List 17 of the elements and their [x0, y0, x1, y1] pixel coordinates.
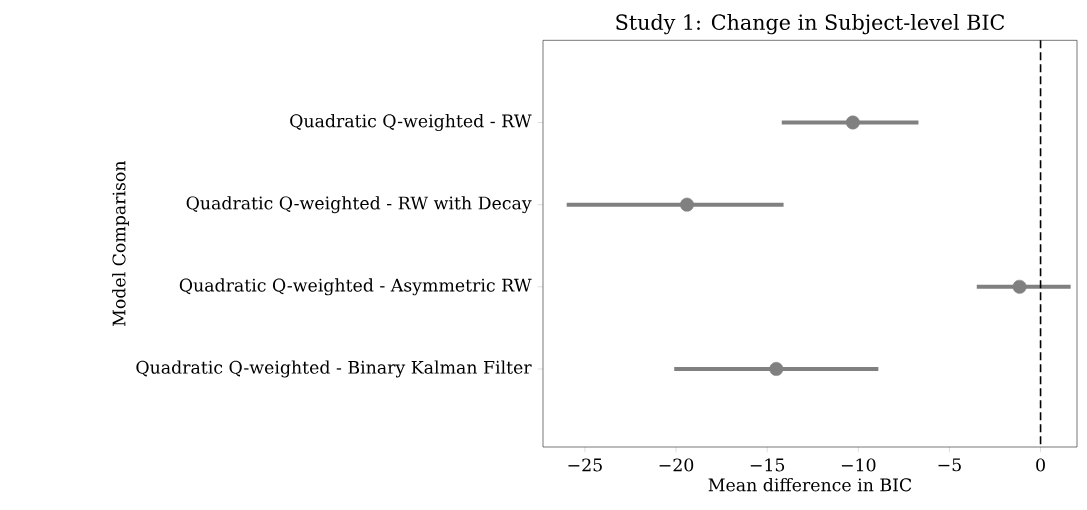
y-tick-label: Quadratic Q-weighted - RW: [290, 113, 532, 131]
y-tick-label: Quadratic Q-weighted - Asymmetric RW: [179, 278, 532, 296]
x-tick-label: 0: [1036, 458, 1045, 472]
x-tick-label: −15: [750, 458, 785, 472]
chart-title: Study 1: Change in Subject-level BIC: [616, 13, 1005, 35]
point: [680, 197, 694, 212]
y-axis-title: Model Comparison: [112, 160, 129, 327]
y-tick-label: Quadratic Q-weighted - Binary Kalman Filter: [136, 360, 532, 378]
point: [1012, 279, 1027, 294]
x-tick-label: −10: [841, 458, 876, 472]
x-tick-label: −25: [568, 458, 602, 472]
point: [769, 362, 784, 376]
x-tick-label: −20: [659, 458, 694, 472]
x-axis-title: Mean difference in BIC: [708, 477, 912, 492]
point: [845, 115, 860, 130]
y-tick-label: Quadratic Q-weighted - RW with Decay: [186, 196, 532, 214]
x-tick-label: −5: [938, 458, 961, 472]
